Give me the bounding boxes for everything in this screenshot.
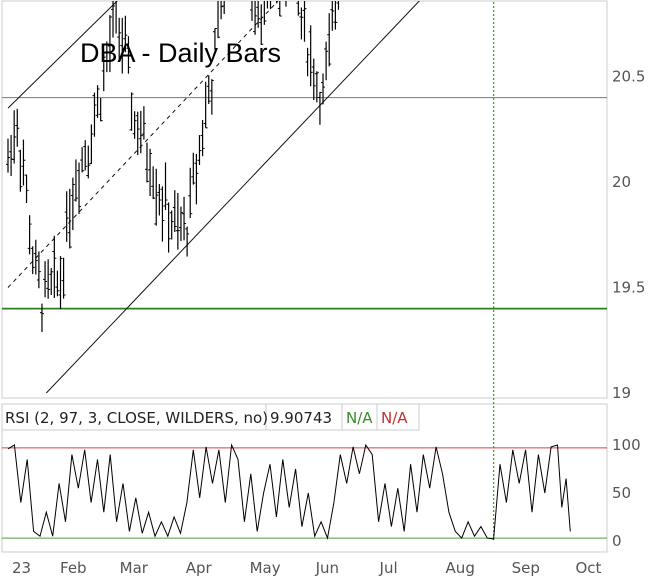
- price-y-tick-label: 19.5: [612, 279, 645, 297]
- marker-arrow: [492, 0, 495, 540]
- x-tick-label: 23: [12, 559, 31, 577]
- horizontal-levels: [2, 97, 607, 310]
- price-y-tick-label: 19: [612, 384, 631, 402]
- rsi-series-line: [7, 443, 571, 540]
- rsi-y-axis: 0 50 100: [612, 436, 641, 550]
- rsi-na-red: N/A: [381, 409, 408, 427]
- rsi-y-tick-label: 50: [612, 484, 631, 502]
- rsi-na-green: N/A: [346, 409, 373, 427]
- x-tick-label: Jul: [379, 559, 398, 577]
- x-tick-label: Oct: [575, 559, 601, 577]
- channel-lower-line: [45, 1, 420, 394]
- channel-upper-line: [7, 1, 118, 109]
- rsi-y-tick-label: 0: [612, 532, 622, 550]
- x-tick-label: Aug: [446, 559, 475, 577]
- x-tick-label: Feb: [60, 559, 87, 577]
- x-tick-label: May: [250, 559, 281, 577]
- rsi-indicator-name: RSI (2, 97, 3, CLOSE, WILDERS, no): [5, 409, 268, 427]
- rsi-y-tick-label: 100: [612, 436, 641, 454]
- rsi-thresholds: [2, 447, 607, 539]
- price-y-tick-label: 20: [612, 173, 631, 191]
- rsi-value: 9.90743: [270, 409, 332, 427]
- rsi-line: [7, 443, 571, 540]
- price-y-tick-label: 20.5: [612, 68, 645, 86]
- rsi-header: RSI (2, 97, 3, CLOSE, WILDERS, no) 9.907…: [1, 403, 420, 431]
- price-bars: [6, 1, 340, 333]
- channel-mid-line: [7, 1, 279, 288]
- x-tick-label: Sep: [512, 559, 540, 577]
- x-tick-label: Apr: [186, 559, 213, 577]
- trend-channel: [7, 1, 420, 394]
- x-tick-label: Jun: [315, 559, 339, 577]
- x-axis: 23 Feb Mar Apr May Jun Jul Aug Sep Oct: [12, 559, 602, 577]
- x-tick-label: Mar: [120, 559, 149, 577]
- chart-title: DBA - Daily Bars: [80, 38, 281, 68]
